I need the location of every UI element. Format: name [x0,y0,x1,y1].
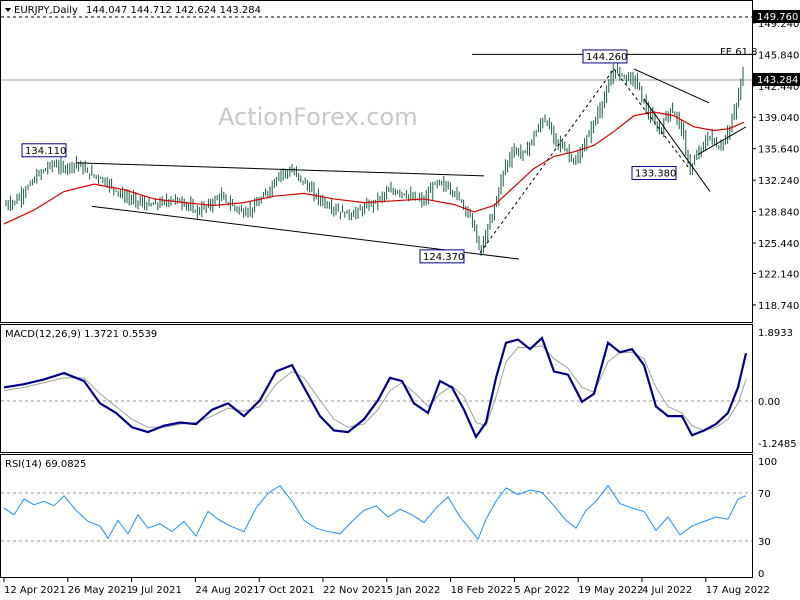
price-panel [0,0,753,323]
x-axis-label: 18 Feb 2022 [451,585,513,596]
price-tick-label: 132.240 [758,176,799,187]
price-tick-label: 149.240 [758,19,799,30]
macd-line [3,336,748,440]
rsi-tick-0: 0 [758,569,764,580]
x-axis-label: 5 Jan 2022 [387,585,441,596]
price-tick-label: 145.840 [758,50,799,61]
moving-average-line [3,111,745,225]
annotation-box [631,166,677,181]
annotation-label: 134.110 [25,146,66,157]
annotation-label: 144.260 [586,52,627,63]
macd-tick-top: 1.8933 [758,328,793,339]
macd-signal-line [3,345,747,431]
ohlc-values: 144.047 144.712 142.624 143.284 [86,5,261,16]
trendline [75,162,485,177]
x-axis-label: 5 Apr 2022 [514,585,569,596]
x-axis-label: 4 Jul 2022 [642,585,692,596]
macd-panel [0,324,753,453]
price-tick-label: 142.440 [758,82,799,93]
price-tick-label: 139.040 [758,113,799,124]
annotation-label: 124.370 [423,252,464,263]
trendline [479,68,615,254]
rsi-tick-30: 30 [758,537,771,548]
x-axis-label: 7 Oct 2021 [259,585,314,596]
macd-tick-bottom: -1.2485 [758,439,797,450]
annotation-box [582,49,628,64]
x-axis-label: 22 Nov 2021 [323,585,387,596]
annotation-box [21,143,67,158]
top-level-label-box [753,10,800,23]
trendline [633,68,710,104]
rsi-line [3,484,747,541]
symbol-header: EURJPY,Daily [14,5,78,16]
x-axis-label: 26 May 2021 [68,585,133,596]
x-axis-label: 9 Jul 2021 [132,585,182,596]
dropdown-triangle-icon[interactable] [5,8,11,12]
x-axis-label: 24 Aug 2021 [195,585,259,596]
x-axis-label: 19 May 2022 [578,585,643,596]
price-tick-label: 118.740 [758,301,799,312]
rsi-panel [0,454,753,578]
current-price-label-box [753,73,800,86]
rsi-tick-100: 100 [758,457,777,468]
rsi-tick-70: 70 [758,489,771,500]
watermark: ActionForex.com [218,103,418,131]
top-level-label: 149.760 [757,12,798,23]
price-tick-label: 125.440 [758,239,799,250]
macd-title: MACD(12,26,9) 1.3721 0.5539 [5,329,157,340]
rsi-title: RSI(14) 69.0825 [5,459,86,470]
x-axis-label: 12 Apr 2021 [4,585,66,596]
price-tick-label: 122.140 [758,269,799,280]
price-tick-label: 135.640 [758,145,799,156]
trendline [643,98,711,192]
trendline [697,126,747,155]
fe-label: FE 61.8 [720,47,758,58]
annotation-label: 133.380 [635,169,676,180]
current-price-label: 143.284 [757,75,798,86]
x-axis-label: 17 Aug 2022 [706,585,770,596]
price-tick-label: 128.840 [758,208,799,219]
annotation-box [419,249,465,264]
macd-tick-zero: 0.00 [758,397,780,408]
